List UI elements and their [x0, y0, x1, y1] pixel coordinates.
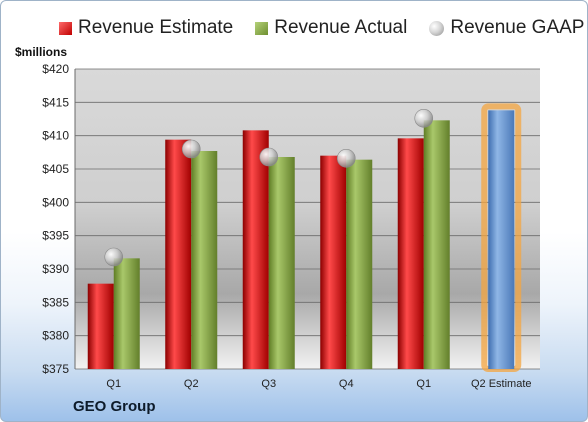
y-tick-label: $420: [42, 62, 69, 76]
bar-estimate: [87, 283, 114, 369]
x-category-label: Q1: [106, 378, 121, 390]
legend-gaap-label: Revenue GAAP: [450, 17, 585, 38]
y-units-label: $millions: [15, 45, 68, 59]
bar-actual: [113, 258, 140, 369]
x-category-label: Q2: [184, 378, 199, 390]
y-tick-label: $410: [42, 129, 69, 143]
x-category-label: Q4: [339, 378, 354, 390]
y-tick-label: $380: [42, 329, 69, 343]
company-label: GEO Group: [73, 398, 156, 415]
legend-item-gaap: Revenue GAAP: [429, 17, 584, 39]
bar-estimate: [320, 155, 347, 369]
y-tick-label: $375: [42, 362, 69, 376]
estimate-swatch-icon: [59, 21, 72, 35]
y-tick-label: $390: [42, 262, 69, 276]
bar-actual: [346, 159, 373, 369]
y-tick-label: $385: [42, 295, 69, 309]
x-category-label: Q2 Estimate: [471, 378, 532, 390]
x-category-label: Q3: [261, 378, 276, 390]
bar-actual: [268, 157, 295, 369]
y-tick-label: $400: [42, 195, 69, 209]
bar-estimate: [397, 138, 424, 369]
actual-swatch-icon: [255, 21, 269, 35]
x-category-label: Q1: [416, 378, 431, 390]
gaap-point: [414, 109, 434, 128]
y-tick-label: $405: [42, 162, 69, 176]
y-tick-label: $415: [42, 95, 69, 109]
gaap-sphere-icon: [429, 20, 445, 36]
bar-estimate: [242, 130, 269, 369]
chart-legend: Revenue Estimate Revenue Actual Revenue …: [59, 17, 584, 39]
legend-estimate-label: Revenue Estimate: [78, 17, 234, 38]
bar-actual: [191, 151, 218, 369]
bar-actual: [423, 120, 450, 369]
bar-estimate: [165, 139, 192, 369]
legend-item-actual: Revenue Actual: [255, 17, 407, 39]
legend-item-estimate: Revenue Estimate: [59, 17, 233, 39]
gaap-point: [181, 139, 201, 159]
bar-estimate: [488, 110, 515, 369]
legend-actual-label: Revenue Actual: [274, 17, 408, 38]
gaap-point: [336, 149, 356, 168]
y-tick-label: $395: [42, 229, 69, 243]
gaap-point: [104, 247, 124, 267]
gaap-point: [259, 147, 279, 167]
plot-background: [75, 69, 540, 369]
